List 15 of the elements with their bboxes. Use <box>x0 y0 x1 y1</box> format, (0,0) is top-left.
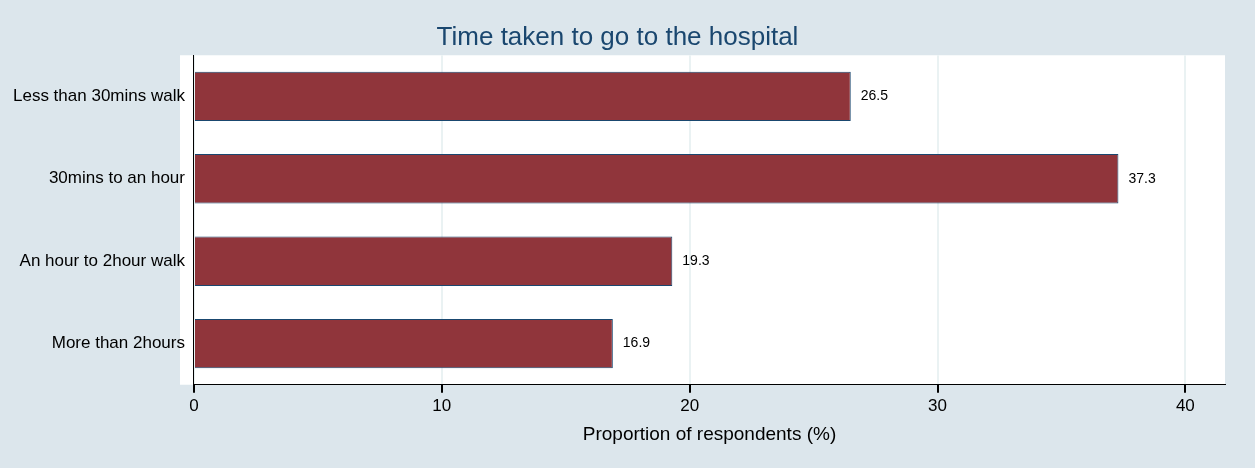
x-tick-label: 0 <box>189 395 199 415</box>
data-label: 16.9 <box>622 334 651 351</box>
data-label: 19.3 <box>682 252 710 269</box>
y-tick-label: 30mins to an hour <box>48 168 186 188</box>
y-tick-label: Less than 30mins walk <box>12 86 186 106</box>
x-axis-title: Proportion of respondents (%) <box>582 422 837 444</box>
x-tick-label: 20 <box>680 395 700 415</box>
chart-title: Time taken to go to the hospital <box>436 20 799 51</box>
x-tick-label: 30 <box>928 395 947 415</box>
y-tick-label: An hour to 2hour walk <box>19 250 186 270</box>
data-label: 37.3 <box>1128 169 1156 186</box>
data-label: 26.5 <box>860 87 889 104</box>
y-tick-label: More than 2hours <box>51 333 185 353</box>
x-tick-label: 10 <box>432 395 452 415</box>
x-tick-label: 40 <box>1175 395 1195 415</box>
